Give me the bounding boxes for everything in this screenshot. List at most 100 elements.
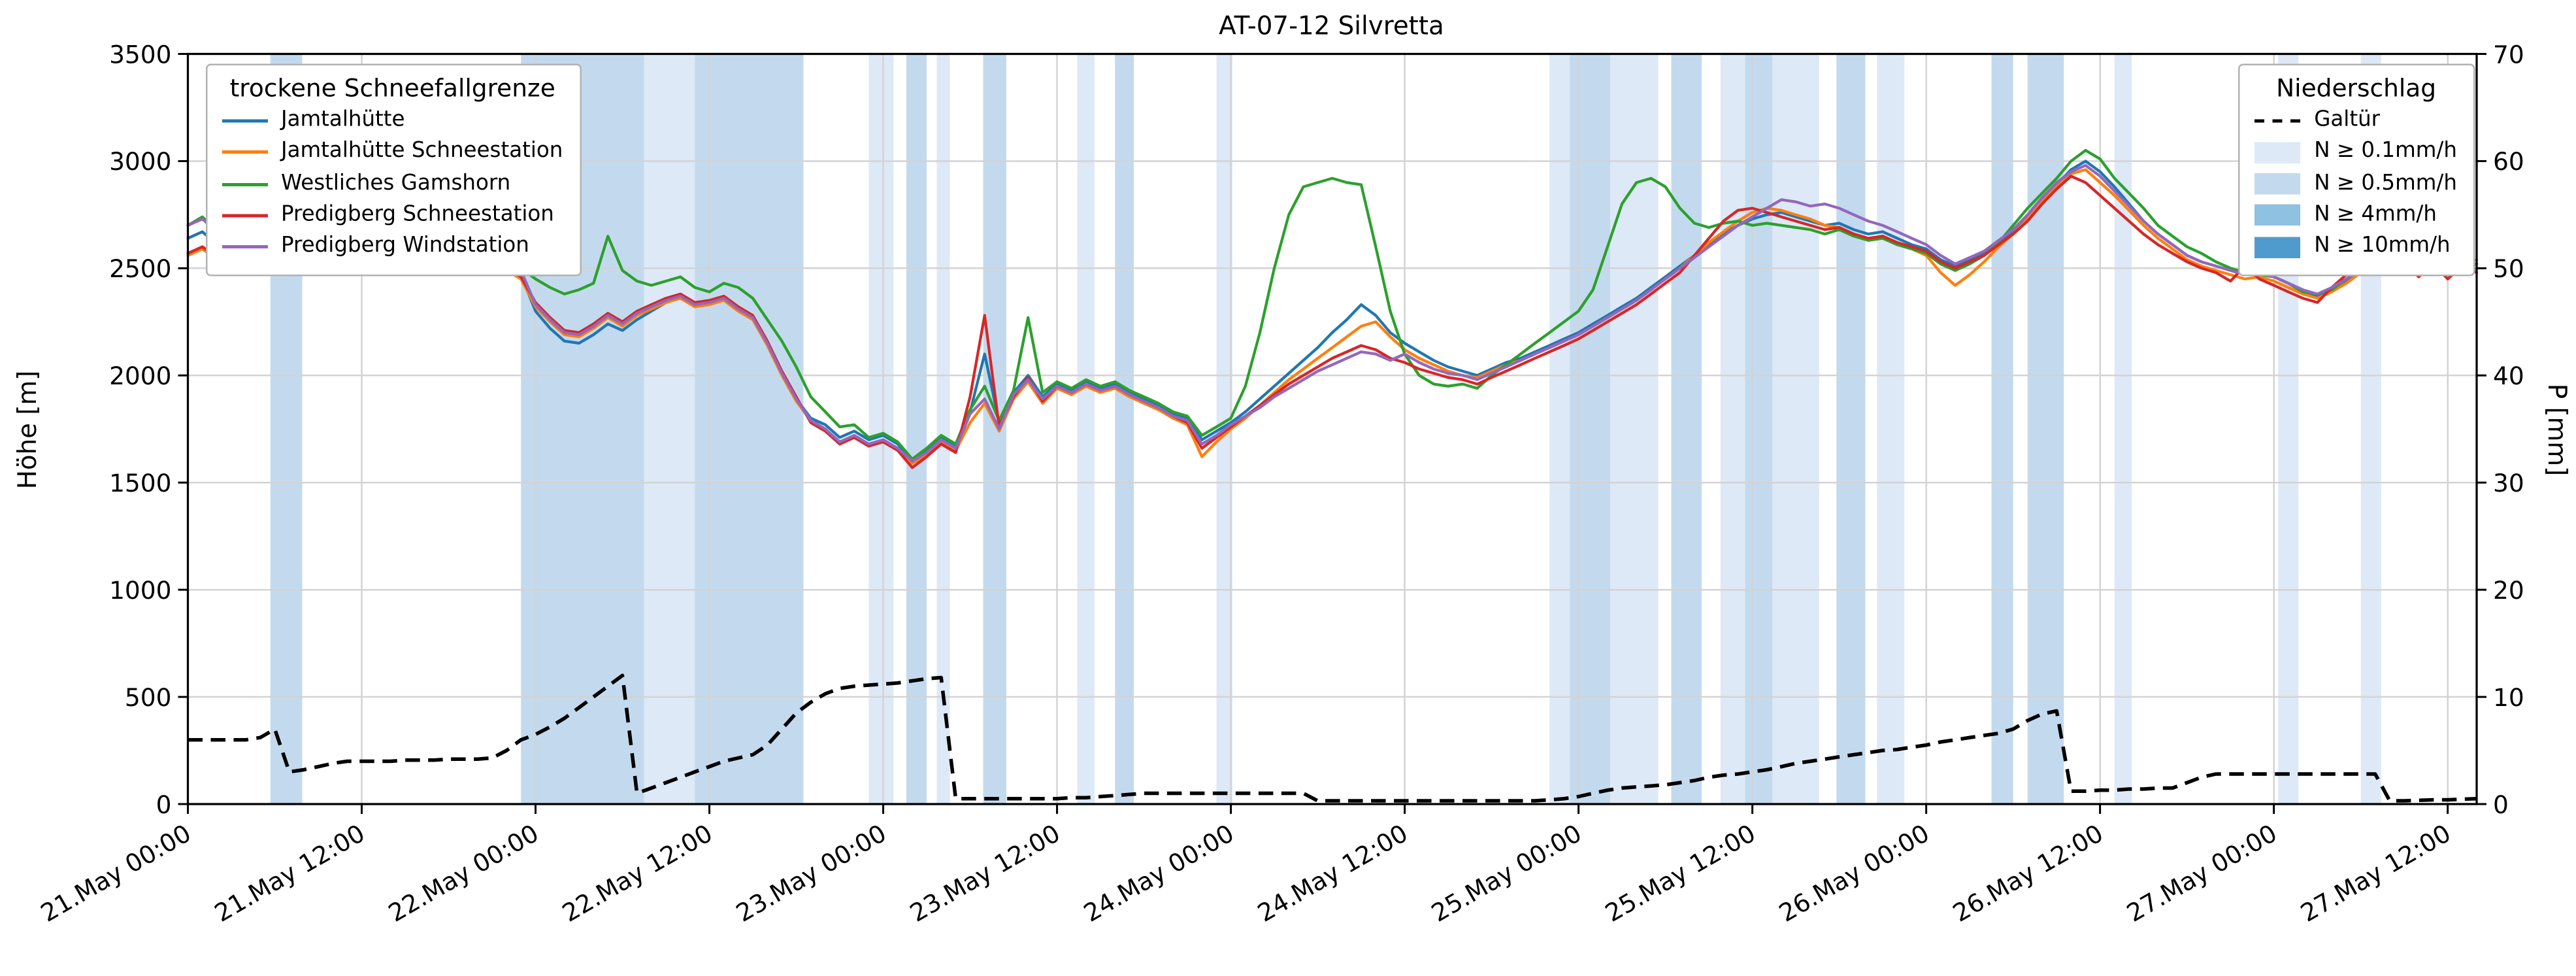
series-line-jamtalhuette-schneestation: [186, 168, 2479, 465]
legend-item: Galtür: [2255, 108, 2457, 135]
y-tick-label-right: 30: [2493, 469, 2524, 497]
legend-label: Jamtalhütte Schneestation: [281, 139, 563, 164]
precip-band: [2114, 54, 2132, 804]
legend-precipitation-entries: Galtür N ≥ 0.1mm/h N ≥ 0.5mm/h N ≥ 4mm/h N ≥…: [2255, 108, 2457, 260]
line-swatch-icon: [222, 245, 268, 249]
y-tick-label-left: 2000: [109, 362, 171, 390]
x-tick-label: 27.May 00:00: [2122, 818, 2282, 928]
legend-snowfall-entries: Jamtalhütte Jamtalhütte Schneestation West…: [222, 108, 563, 260]
legend-item: N ≥ 0.1mm/h: [2255, 139, 2457, 166]
legend-label: N ≥ 10mm/h: [2314, 233, 2451, 259]
y-axis-label-left: Höhe [m]: [13, 371, 42, 490]
y-axis-label-right: P [mm]: [2542, 384, 2571, 476]
precip-band: [1610, 54, 1659, 804]
legend-item: Jamtalhütte: [222, 108, 563, 135]
precip-band: [1745, 54, 1773, 804]
legend-item: Westliches Gamshorn: [222, 171, 563, 197]
x-tick-label: 24.May 00:00: [1079, 818, 1239, 928]
precip-line-galtuer: [188, 673, 2477, 803]
y-tick-label-left: 3000: [109, 147, 171, 176]
x-tick-label: 22.May 00:00: [384, 818, 544, 928]
legend-item: Jamtalhütte Schneestation: [222, 139, 563, 166]
precip-band: [644, 54, 695, 804]
x-tick-label: 25.May 12:00: [1600, 818, 1760, 928]
y-tick-label-right: 70: [2493, 40, 2524, 69]
legend-label: Predigberg Schneestation: [281, 202, 554, 227]
legend-item: Predigberg Schneestation: [222, 202, 563, 229]
patch-swatch-icon: [2255, 236, 2302, 258]
precip-band: [983, 54, 1006, 804]
x-tick-label: 27.May 12:00: [2296, 818, 2456, 928]
y-tick-label-right: 20: [2493, 576, 2524, 605]
y-tick-label-left: 1000: [109, 576, 171, 605]
x-tick-label: 21.May 12:00: [210, 818, 370, 928]
axes-frame-layer: [186, 52, 2478, 805]
x-tick-label: 23.May 12:00: [905, 818, 1065, 928]
x-tick-label: 25.May 00:00: [1427, 818, 1587, 928]
y-tick-label-right: 0: [2493, 790, 2509, 819]
precip-band: [695, 54, 804, 804]
legend-label: Predigberg Windstation: [281, 233, 529, 259]
series-line-predigberg-windstation: [186, 163, 2479, 463]
chart-title: AT-07-12 Silvretta: [1219, 12, 1444, 41]
x-tick-label: 24.May 12:00: [1253, 818, 1413, 928]
line-swatch-icon: [222, 150, 268, 154]
line-swatch-icon: [222, 182, 268, 186]
legend-snowfall-title: trockene Schneefallgrenze: [229, 73, 555, 103]
precip-band: [1836, 54, 1866, 804]
patch-swatch-icon: [2255, 142, 2302, 163]
y-tick-label-left: 2500: [109, 254, 171, 283]
legend-label: Galtür: [2314, 108, 2381, 133]
precip-band: [1549, 54, 1570, 804]
x-tick-label: 21.May 00:00: [36, 818, 196, 928]
patch-swatch-icon: [2255, 205, 2302, 226]
legend-label: N ≥ 0.5mm/h: [2314, 171, 2457, 195]
patch-swatch-icon: [2255, 173, 2302, 195]
legend-item: N ≥ 10mm/h: [2255, 234, 2457, 261]
precip-band: [1991, 54, 2013, 804]
legend-item: N ≥ 0.5mm/h: [2255, 171, 2457, 197]
legend-label: N ≥ 0.1mm/h: [2314, 139, 2457, 164]
legend-snowfall-lines: trockene Schneefallgrenze Jamtalhütte Jam…: [206, 63, 581, 277]
series-line-westliches-gamshorn: [186, 95, 2479, 461]
series-line-predigberg-schneestation: [186, 175, 2479, 469]
precip-band: [906, 54, 927, 804]
series-layer: [186, 95, 2479, 803]
precip-band: [1877, 54, 1905, 804]
x-tick-label: 26.May 12:00: [1948, 818, 2108, 928]
precip-band: [1772, 54, 1819, 804]
y-tick-label-right: 10: [2493, 683, 2524, 712]
dashed-line-swatch-icon: [2255, 119, 2302, 123]
precip-band: [1720, 54, 1745, 804]
precip-band: [1570, 54, 1611, 804]
precip-bands-layer: [270, 54, 2381, 804]
y-tick-label-left: 0: [156, 790, 172, 819]
legend-label: Westliches Gamshorn: [281, 171, 511, 195]
y-tick-label-left: 500: [125, 683, 172, 712]
precip-band: [936, 54, 950, 804]
precip-band: [868, 54, 894, 804]
legend-label: Jamtalhütte: [281, 108, 405, 133]
precip-band: [2027, 54, 2064, 804]
legend-item: N ≥ 4mm/h: [2255, 202, 2457, 229]
plot-frame: [186, 52, 2478, 805]
y-tick-label-right: 50: [2493, 254, 2524, 283]
legend-precipitation: Niederschlag Galtür N ≥ 0.1mm/h N ≥ 0.5mm/…: [2239, 63, 2475, 277]
y-tick-label-right: 40: [2493, 362, 2524, 390]
x-tick-label: 26.May 00:00: [1774, 818, 1934, 928]
x-tick-label: 22.May 12:00: [557, 818, 718, 928]
legend-label: N ≥ 4mm/h: [2314, 202, 2437, 227]
legend-item: Predigberg Windstation: [222, 234, 563, 261]
series-line-jamtalhuette: [186, 160, 2479, 463]
precip-band: [1077, 54, 1095, 804]
x-tick-label: 23.May 00:00: [731, 818, 891, 928]
line-swatch-icon: [222, 214, 268, 218]
y-tick-label-left: 3500: [109, 40, 171, 69]
y-tick-label-right: 60: [2493, 147, 2524, 176]
legend-precipitation-title: Niederschlag: [2276, 73, 2437, 103]
line-swatch-icon: [222, 119, 268, 123]
precip-band: [1115, 54, 1134, 804]
precip-band: [1671, 54, 1702, 804]
